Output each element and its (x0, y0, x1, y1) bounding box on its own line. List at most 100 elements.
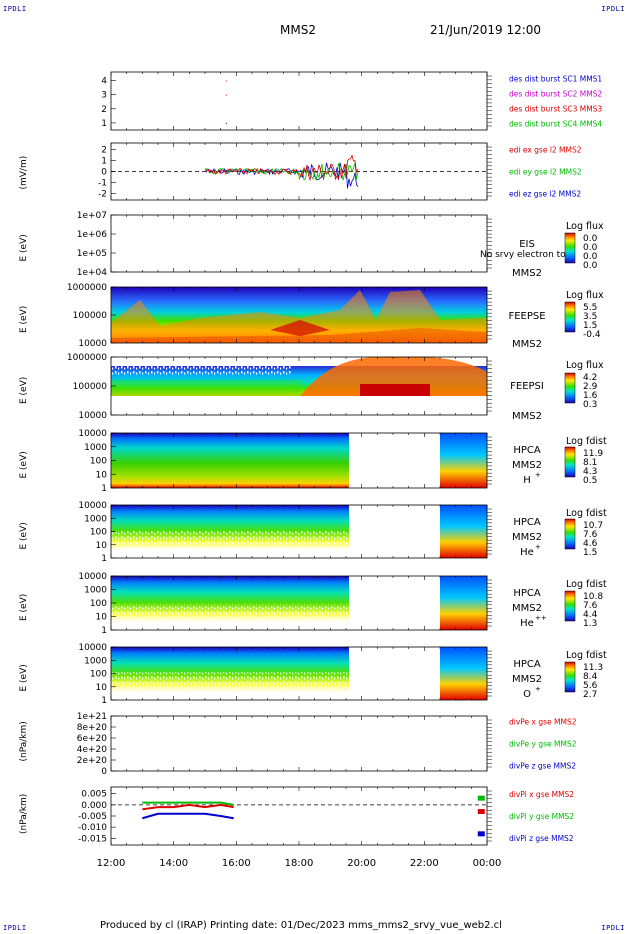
panel-hpca-h-heatmap (111, 433, 487, 488)
instrument-label: MMS2 (512, 339, 542, 350)
y-tick-label: 1 (101, 119, 107, 129)
instrument-label: MMS2 (512, 674, 542, 685)
footer-credits: Produced by cl (IRAP) Printing date: 01/… (100, 920, 502, 931)
series-line (142, 801, 234, 806)
species-superscript: + (535, 685, 541, 693)
legend-entry: des dist burst SC1 MMS1 (509, 75, 602, 84)
legend-entry: divPe x gse MMS2 (509, 718, 577, 727)
colorbar-value: 11.3 (583, 663, 603, 673)
colorbar-value: 4.6 (583, 539, 598, 549)
y-axis-label: E (eV) (19, 377, 29, 404)
colorbar-value: 7.6 (583, 601, 598, 611)
corner-tag-top-left: IPDLI (3, 5, 27, 13)
y-tick-label: 1 (101, 626, 107, 636)
colorbar-value: 0.0 (583, 261, 598, 271)
y-axis-label: E (eV) (19, 451, 29, 478)
colorbar-value: 0.0 (583, 252, 598, 262)
colorbar-feepsi (564, 372, 576, 404)
y-tick-label: 100 (90, 528, 107, 538)
legend-entry: divPi x gse MMS2 (509, 790, 574, 799)
y-tick-label: 1000000 (67, 283, 107, 293)
y-tick-label: 2 (101, 146, 107, 156)
y-tick-label: 1e+06 (77, 230, 108, 240)
colorbar-hpca-o (564, 661, 576, 693)
instrument-label: EIS (519, 239, 535, 250)
species-superscript: + (535, 543, 541, 551)
y-tick-label: 0 (101, 168, 107, 178)
y-tick-label: 100000 (73, 382, 108, 392)
corner-tag-top-right: IPDLI (601, 5, 625, 13)
y-tick-label: 1e+04 (77, 268, 108, 278)
y-tick-label: -1 (98, 178, 107, 188)
colorbar-value: 3.5 (583, 312, 597, 322)
colorbar-value: 4.2 (583, 373, 597, 383)
colorbar-value: 2.9 (583, 382, 598, 392)
y-tick-label: 10000 (78, 643, 107, 653)
panel-frame (110, 786, 488, 846)
colorbar-value: 4.4 (583, 610, 598, 620)
legend-entry: divPe z gse MMS2 (509, 762, 576, 771)
legend-entry: divPi y gse MMS2 (509, 812, 574, 821)
data-point (477, 795, 485, 801)
y-tick-label: 1000 (84, 586, 107, 596)
y-axis-label: (mV/m) (19, 156, 29, 190)
colorbar-value: 0.5 (583, 476, 597, 486)
x-tick-label: 18:00 (285, 858, 314, 869)
instrument-label: HPCA (513, 445, 541, 456)
colorbar-title: Log flux (566, 290, 604, 301)
y-tick-label: 10000 (78, 429, 107, 439)
y-tick-label: 0 (101, 767, 107, 777)
y-tick-label: 1e+21 (77, 712, 107, 722)
legend-entry: divPe y gse MMS2 (509, 740, 577, 749)
y-tick-label: -0.010 (78, 823, 107, 833)
instrument-label: FEEPSE (508, 311, 545, 322)
x-tick-label: 14:00 (159, 858, 188, 869)
colorbar-value: 1.6 (583, 391, 598, 401)
y-tick-label: 100 (90, 670, 107, 680)
colorbar-value: 8.4 (583, 672, 598, 682)
colorbar-title: Log fdist (566, 650, 607, 661)
colorbar-hpca-he (564, 518, 576, 550)
colorbar-value: 8.1 (583, 458, 597, 468)
y-tick-label: -2 (98, 189, 107, 199)
y-axis-label: E (eV) (19, 306, 29, 333)
instrument-label: HPCA (513, 588, 541, 599)
plot-title: MMS2 (280, 23, 316, 37)
y-tick-label: 3 (101, 91, 107, 101)
x-tick-label: 00:00 (473, 858, 502, 869)
colorbar-value: 10.8 (583, 592, 603, 602)
colorbar-value: 1.5 (583, 321, 597, 331)
panel-hpca-o-heatmap (111, 647, 487, 700)
y-tick-label: 1 (101, 157, 107, 167)
panel-feepsi-heatmap (111, 356, 487, 415)
colorbar-hpca-h (564, 446, 576, 478)
y-tick-label: -0.005 (78, 812, 107, 822)
y-tick-label: 1000 (84, 514, 107, 524)
y-tick-label: 100 (90, 457, 107, 467)
colorbar-value: 0.0 (583, 234, 598, 244)
colorbar-value: 5.5 (583, 303, 597, 313)
colorbar-value: 1.3 (583, 619, 597, 629)
x-tick-label: 12:00 (97, 858, 126, 869)
corner-tag-bottom-left: IPDLI (3, 924, 27, 932)
instrument-label: MMS2 (512, 532, 542, 543)
data-point (477, 831, 485, 837)
y-axis-label: (nPa/km) (19, 721, 29, 761)
data-point (477, 809, 485, 815)
panel-frame (110, 214, 488, 273)
y-axis-label: E (eV) (19, 594, 29, 621)
panel-hpca-he-heatmap (111, 505, 487, 558)
legend-entry: des dist burst SC3 MMS3 (509, 105, 602, 114)
efield-trace (204, 162, 359, 181)
x-tick-label: 16:00 (222, 858, 251, 869)
y-tick-label: 1 (101, 554, 107, 564)
colorbar-value: -0.4 (583, 330, 601, 340)
y-tick-label: 10 (96, 541, 108, 551)
instrument-label: MMS2 (512, 268, 542, 279)
y-tick-label: 0.000 (81, 801, 107, 811)
y-tick-label: 10000 (78, 572, 107, 582)
colorbar-title: Log fdist (566, 436, 607, 447)
colorbar-value: 0.3 (583, 400, 597, 410)
y-tick-label: 1000 (84, 656, 107, 666)
data-point (225, 94, 227, 96)
